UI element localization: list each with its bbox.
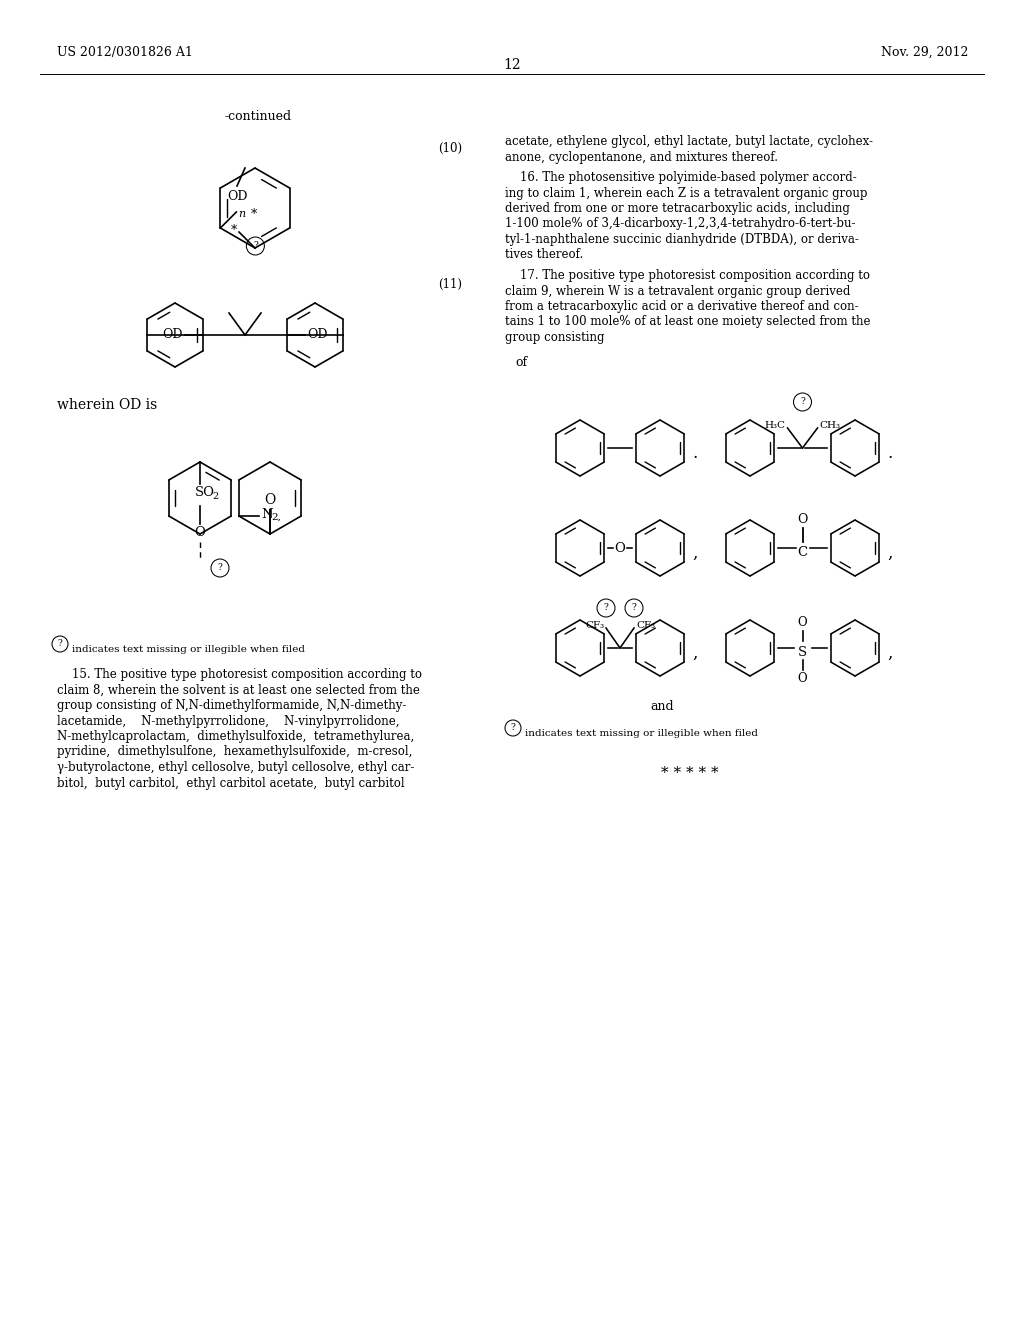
Text: CF₃: CF₃	[585, 622, 604, 631]
Text: CH₃: CH₃	[819, 421, 841, 430]
Text: 1-100 mole% of 3,4-dicarboxy-1,2,3,4-tetrahydro-6-tert-bu-: 1-100 mole% of 3,4-dicarboxy-1,2,3,4-tet…	[505, 218, 855, 231]
Text: ,: ,	[887, 544, 892, 561]
Text: acetate, ethylene glycol, ethyl lactate, butyl lactate, cyclohex-: acetate, ethylene glycol, ethyl lactate,…	[505, 135, 873, 148]
Text: (11): (11)	[438, 279, 462, 290]
Text: O: O	[798, 513, 808, 525]
Text: ?: ?	[632, 603, 636, 612]
Text: .: .	[887, 445, 892, 462]
Text: ?: ?	[218, 564, 222, 573]
Text: -continued: -continued	[224, 110, 292, 123]
Text: bitol,  butyl carbitol,  ethyl carbitol acetate,  butyl carbitol: bitol, butyl carbitol, ethyl carbitol ac…	[57, 776, 404, 789]
Text: O: O	[798, 672, 807, 685]
Text: N: N	[261, 507, 272, 520]
Text: 2,: 2,	[270, 512, 281, 521]
Text: derived from one or more tetracarboxylic acids, including: derived from one or more tetracarboxylic…	[505, 202, 850, 215]
Text: 15. The positive type photoresist composition according to: 15. The positive type photoresist compos…	[57, 668, 422, 681]
Text: C: C	[798, 545, 808, 558]
Text: CF₃: CF₃	[636, 622, 655, 631]
Text: tyl-1-naphthalene succinic dianhydride (DTBDA), or deriva-: tyl-1-naphthalene succinic dianhydride (…	[505, 234, 859, 246]
Text: indicates text missing or illegible when filed: indicates text missing or illegible when…	[72, 644, 305, 653]
Text: 2: 2	[212, 492, 218, 502]
Text: (10): (10)	[438, 143, 462, 154]
Text: *: *	[250, 207, 257, 220]
Text: ?: ?	[511, 723, 515, 733]
Text: O: O	[264, 492, 275, 507]
Text: ,: ,	[692, 644, 697, 661]
Text: group consisting: group consisting	[505, 331, 604, 345]
Text: 17. The positive type photoresist composition according to: 17. The positive type photoresist compos…	[505, 269, 870, 282]
Text: 16. The photosensitive polyimide-based polymer accord-: 16. The photosensitive polyimide-based p…	[505, 172, 857, 183]
Text: tives thereof.: tives thereof.	[505, 248, 584, 261]
Text: wherein OD is: wherein OD is	[57, 399, 158, 412]
Text: indicates text missing or illegible when filed: indicates text missing or illegible when…	[525, 729, 758, 738]
Text: tains 1 to 100 mole% of at least one moiety selected from the: tains 1 to 100 mole% of at least one moi…	[505, 315, 870, 329]
Text: ?: ?	[800, 397, 805, 407]
Text: lacetamide,    N-methylpyrrolidone,    N-vinylpyrrolidone,: lacetamide, N-methylpyrrolidone, N-vinyl…	[57, 714, 399, 727]
Text: OD: OD	[307, 329, 328, 342]
Text: anone, cyclopentanone, and mixtures thereof.: anone, cyclopentanone, and mixtures ther…	[505, 150, 778, 164]
Text: 12: 12	[503, 58, 521, 73]
Text: group consisting of N,N-dimethylformamide, N,N-dimethy-: group consisting of N,N-dimethylformamid…	[57, 700, 407, 711]
Text: of: of	[515, 356, 527, 370]
Text: H₃C: H₃C	[765, 421, 785, 430]
Text: O: O	[195, 525, 206, 539]
Text: S: S	[798, 645, 807, 659]
Text: claim 8, wherein the solvent is at least one selected from the: claim 8, wherein the solvent is at least…	[57, 684, 420, 697]
Text: ,: ,	[887, 644, 892, 661]
Text: Nov. 29, 2012: Nov. 29, 2012	[881, 46, 968, 59]
Text: OD: OD	[162, 329, 182, 342]
Text: ing to claim 1, wherein each Z is a tetravalent organic group: ing to claim 1, wherein each Z is a tetr…	[505, 186, 867, 199]
Text: O: O	[614, 541, 626, 554]
Text: ?: ?	[603, 603, 608, 612]
Text: γ-butyrolactone, ethyl cellosolve, butyl cellosolve, ethyl car-: γ-butyrolactone, ethyl cellosolve, butyl…	[57, 762, 415, 774]
Text: ,: ,	[692, 544, 697, 561]
Text: n: n	[239, 209, 246, 219]
Text: * * * * *: * * * * *	[662, 766, 719, 780]
Text: US 2012/0301826 A1: US 2012/0301826 A1	[57, 46, 193, 59]
Text: from a tetracarboxylic acid or a derivative thereof and con-: from a tetracarboxylic acid or a derivat…	[505, 300, 859, 313]
Text: .: .	[692, 445, 697, 462]
Text: *: *	[230, 224, 237, 238]
Text: O: O	[798, 616, 807, 630]
Text: pyridine,  dimethylsulfone,  hexamethylsulfoxide,  m-cresol,: pyridine, dimethylsulfone, hexamethylsul…	[57, 746, 413, 759]
Text: N-methylcaprolactam,  dimethylsulfoxide,  tetramethylurea,: N-methylcaprolactam, dimethylsulfoxide, …	[57, 730, 415, 743]
Text: OD: OD	[226, 190, 247, 203]
Text: SO: SO	[195, 486, 215, 499]
Text: ?: ?	[253, 242, 258, 251]
Text: and: and	[650, 700, 674, 713]
Text: ?: ?	[57, 639, 62, 648]
Text: claim 9, wherein W is a tetravalent organic group derived: claim 9, wherein W is a tetravalent orga…	[505, 285, 850, 297]
